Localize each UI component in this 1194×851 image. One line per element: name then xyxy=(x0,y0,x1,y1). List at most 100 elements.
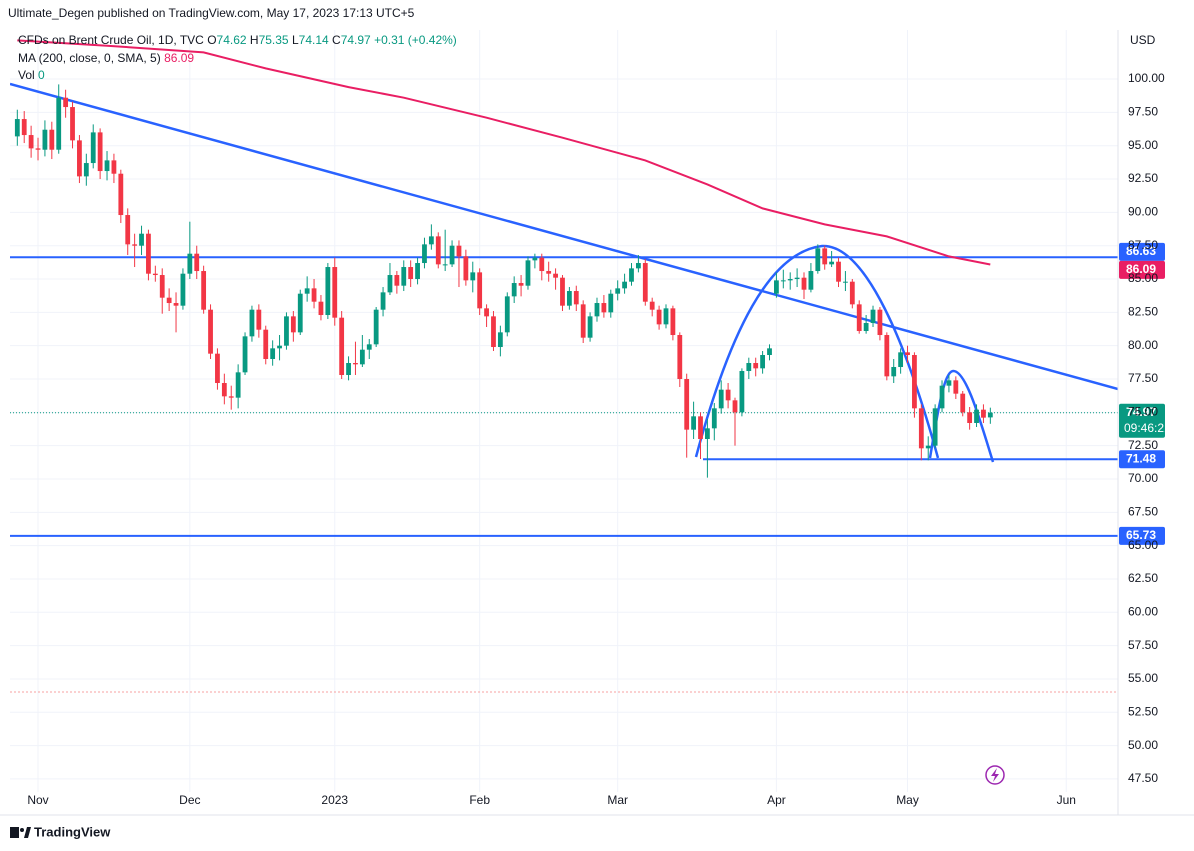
candle-body xyxy=(532,257,538,261)
candle-body xyxy=(518,283,524,286)
candle-body xyxy=(297,293,303,333)
candle-body xyxy=(366,344,372,350)
price-badge xyxy=(1119,450,1165,469)
vol-legend: Vol 0 xyxy=(18,68,45,82)
candle-body xyxy=(925,445,931,449)
candle-body xyxy=(166,297,172,304)
candle-body xyxy=(270,348,276,360)
y-tick-label: 87.50 xyxy=(1128,238,1158,252)
x-tick-label: Dec xyxy=(179,793,200,807)
candle-body xyxy=(118,173,124,216)
candle-body xyxy=(573,291,579,305)
ohlc-value: 75.35 xyxy=(259,33,289,47)
candle-body xyxy=(822,248,828,265)
candle-body xyxy=(725,389,731,401)
candle-body xyxy=(843,281,848,283)
candle-body xyxy=(718,389,724,409)
candle-body xyxy=(456,245,462,257)
candle-body xyxy=(905,352,910,356)
candle-body xyxy=(939,385,945,409)
candle-body xyxy=(884,335,890,377)
y-tick-label: 72.50 xyxy=(1128,438,1158,452)
candle-body xyxy=(132,244,138,246)
candle-body xyxy=(704,428,710,439)
candle-body xyxy=(152,273,158,276)
candle-body xyxy=(946,380,952,386)
y-tick-label: 82.50 xyxy=(1128,305,1158,319)
y-tick-label: 92.50 xyxy=(1128,171,1158,185)
price-badge xyxy=(1119,260,1165,279)
candle-body xyxy=(629,268,634,282)
candle-body xyxy=(415,263,420,280)
candle-body xyxy=(635,263,641,269)
alert-icon-bolt xyxy=(991,768,999,782)
candle-body xyxy=(615,288,621,294)
candle-body xyxy=(877,309,883,336)
candle-body xyxy=(677,335,683,380)
candle-body xyxy=(497,332,503,348)
candle-body xyxy=(981,409,986,418)
candle-body xyxy=(304,288,310,294)
y-tick-label: 90.00 xyxy=(1128,205,1158,219)
x-tick-label: Nov xyxy=(27,793,48,807)
y-tick-label: 57.50 xyxy=(1128,638,1158,652)
y-tick-label: 75.00 xyxy=(1128,405,1158,419)
candle-body xyxy=(387,275,393,293)
vol-label: Vol xyxy=(18,68,35,82)
logo-mark xyxy=(10,827,19,838)
candle-body xyxy=(284,316,289,346)
candle-body xyxy=(277,345,282,349)
candle-body xyxy=(787,279,793,281)
candle-body xyxy=(698,416,703,439)
published-line: Ultimate_Degen published on TradingView.… xyxy=(8,6,415,20)
candle-body xyxy=(836,261,841,282)
candle-body xyxy=(311,288,317,302)
candle-body xyxy=(594,303,600,317)
y-tick-label: 50.00 xyxy=(1128,738,1158,752)
price-badge xyxy=(1119,403,1165,438)
candle-body xyxy=(401,267,407,286)
candle-body xyxy=(829,261,835,265)
candle-body xyxy=(180,273,186,306)
candle-body xyxy=(83,163,89,177)
candle-body xyxy=(691,416,696,430)
candle-body xyxy=(566,291,572,306)
change: +0.31 (+0.42%) xyxy=(374,33,457,47)
ohlc-value: 74.14 xyxy=(299,33,329,47)
x-tick-label: Jun xyxy=(1057,793,1076,807)
price-badge-label: 74.97 xyxy=(1126,405,1156,419)
candle-body xyxy=(373,309,379,345)
price-badges: 86.63 86.09 74.97 09:46:21 71.48 65.73 xyxy=(1119,242,1171,545)
candle-body xyxy=(97,132,103,172)
candle-body xyxy=(228,396,234,398)
candle-body xyxy=(422,244,427,264)
candle-body xyxy=(622,281,627,289)
candle-body xyxy=(42,129,48,150)
plot-area xyxy=(10,39,1118,537)
x-tick-label: Mar xyxy=(607,793,628,807)
y-tick-label: 67.50 xyxy=(1128,504,1158,518)
candle-body xyxy=(953,380,959,394)
candle-body xyxy=(601,303,607,313)
candle-body xyxy=(332,267,338,318)
y-tick-label: 60.00 xyxy=(1128,604,1158,618)
candle-body xyxy=(649,301,655,310)
candle-body xyxy=(539,257,545,272)
price-badge-label: 86.63 xyxy=(1126,244,1156,258)
x-tick-label: May xyxy=(896,793,919,807)
ma-legend: MA (200, close, 0, SMA, 5) 86.09 xyxy=(18,51,194,65)
price-badge xyxy=(1119,526,1165,545)
trend-line xyxy=(10,82,1118,391)
candle-body xyxy=(753,363,759,369)
x-tick-label: Feb xyxy=(469,793,490,807)
alert-icon[interactable] xyxy=(985,765,1005,785)
candle-body xyxy=(960,393,966,413)
ohlc-label: O xyxy=(207,33,216,47)
candle-body xyxy=(739,371,745,413)
candle-body xyxy=(484,308,489,317)
logo-mark xyxy=(24,827,31,838)
candle-body xyxy=(242,336,248,373)
candle-body xyxy=(670,308,676,336)
candle-body xyxy=(808,271,814,290)
ohlc-label: C xyxy=(332,33,341,47)
